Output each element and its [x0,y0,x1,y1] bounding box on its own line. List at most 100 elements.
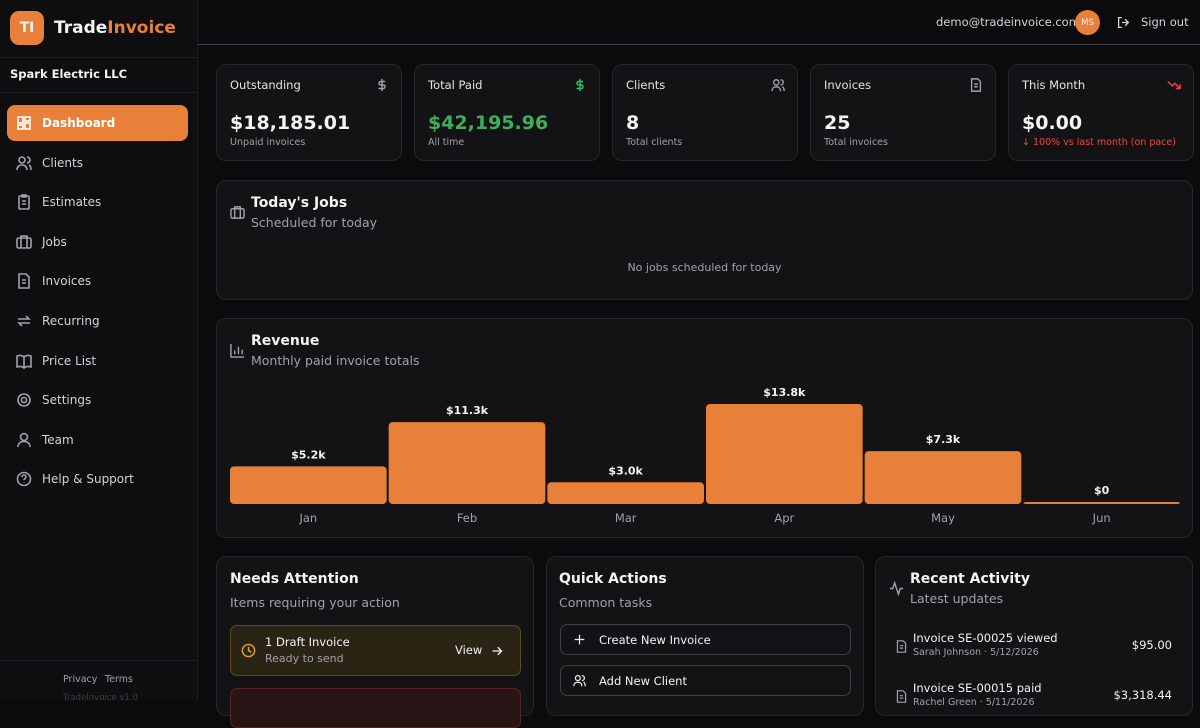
terms-link[interactable]: Terms [105,674,133,685]
nav-item[interactable]: Estimates [7,184,188,220]
stat-icon [576,78,584,92]
jobs-subtitle: Scheduled for today [251,215,378,230]
nav-label: Recurring [42,314,100,328]
stat-value: $42,195.96 [428,112,549,134]
header-border [198,44,1200,45]
stat-label: Outstanding [230,78,301,92]
nav-icon [16,155,32,170]
activity-item-amount: $3,318.44 [1113,688,1172,702]
stat-label: Total Paid [428,78,483,92]
revenue-icon [230,343,245,358]
activity-item-meta: Rachel Green · 5/11/2026 [913,697,1035,708]
attention-item[interactable]: 1 Draft Invoice Ready to send View [230,625,521,676]
jobs-card: Today's Jobs Scheduled for today No jobs… [216,180,1193,300]
quick-subtitle: Common tasks [559,595,653,610]
attention-card: Needs Attention Items requiring your act… [216,556,534,728]
nav-label: Estimates [42,195,102,210]
version: TradeInvoice v1.0 [63,693,138,703]
nav-label: Clients [42,155,83,170]
nav-label: Team [42,432,74,447]
stat-icon [970,78,982,92]
view-link[interactable]: View [455,643,483,657]
stat-label: Clients [626,78,666,92]
user-email: demo@tradeinvoice.com [936,15,1080,29]
value-label: $13.8k [763,386,806,399]
quick-card: Quick Actions Common tasks Create New In… [546,556,864,716]
stat-icon [378,78,386,92]
item-title: 1 Draft Invoice [265,635,350,649]
nav-item[interactable]: Invoices [7,263,188,299]
activity-item-meta: Sarah Johnson · 5/12/2026 [913,647,1039,658]
nav-icon [17,315,31,327]
activity-card: Recent Activity Latest updates Invoice S… [875,556,1193,716]
avatar[interactable]: MS [1075,10,1100,35]
stat-label: This Month [1022,78,1086,92]
nav-label: Help & Support [42,472,134,487]
doc-icon [896,690,907,703]
chart-title: Revenue [251,333,320,349]
stat-value: 25 [824,112,851,134]
x-tick-label: Jan [298,511,317,525]
bar [864,451,1022,504]
nav-label: Price List [42,353,97,368]
activity-item[interactable]: Invoice SE-00015 paid Rachel Green · 5/1… [876,681,1192,721]
nav-icon [16,354,32,369]
divider [0,57,198,58]
doc-icon [896,640,907,653]
sign-out[interactable]: Sign out [1141,15,1189,29]
nav-item[interactable]: Recurring [7,303,188,339]
stat-icon [771,79,785,92]
attention-item-next [230,688,521,728]
nav-label: Invoices [42,274,92,289]
activity-item-title: Invoice SE-00015 paid [913,681,1042,695]
privacy-link[interactable]: Privacy [63,674,98,685]
x-tick-label: Feb [457,511,477,525]
activity-title: Recent Activity [910,571,1030,587]
nav-label: Jobs [42,234,67,249]
nav-item[interactable]: Dashboard [7,105,188,141]
item-subtitle: Ready to send [265,652,344,665]
sign-out-icon [1117,16,1130,29]
create-invoice-button[interactable]: Create New Invoice [560,624,851,655]
x-tick-label: Apr [774,511,794,525]
nav-item[interactable]: Help & Support [7,461,188,497]
value-label: $5.2k [291,448,326,461]
plus-icon [574,634,585,645]
add-client-button[interactable]: Add New Client [560,665,851,696]
button-label: Create New Invoice [599,632,711,647]
nav-item[interactable]: Price List [7,343,188,379]
activity-item-title: Invoice SE-00025 viewed [913,631,1058,645]
nav-icon [17,432,31,447]
stat-card: This Month $0.00 ↓ 100% vs last month (o… [1008,64,1194,161]
bar [230,466,387,504]
activity-item-amount: $95.00 [1131,638,1172,652]
nav-item[interactable]: Settings [7,382,188,418]
jobs-icon [230,206,245,219]
activity-icon [889,581,904,596]
nav-item[interactable]: Clients [7,145,188,181]
x-tick-label: Jun [1092,511,1111,525]
nav-item[interactable]: Jobs [7,224,188,260]
logo: TI [10,11,44,45]
clock-icon [241,643,256,658]
value-label: $0 [1094,484,1110,497]
x-tick-label: Mar [615,511,637,525]
brand-b: Invoice [107,18,176,38]
attention-title: Needs Attention [230,571,359,587]
bar [1023,502,1180,504]
quick-title: Quick Actions [559,571,667,587]
stat-card: Outstanding $18,185.01 Unpaid invoices [216,64,402,161]
x-tick-label: May [931,511,955,525]
nav-icon [17,393,31,407]
stat-value: $18,185.01 [230,112,351,134]
nav-item[interactable]: Team [7,422,188,458]
divider [0,660,198,661]
stat-label: Invoices [824,78,872,92]
arrow-icon [492,646,503,656]
activity-subtitle: Latest updates [910,591,1004,606]
nav-icon [16,472,32,487]
company[interactable]: Spark Electric LLC [10,67,128,81]
brand-a: Trade [54,18,108,38]
activity-item[interactable]: Invoice SE-00025 viewed Sarah Johnson · … [876,631,1192,671]
